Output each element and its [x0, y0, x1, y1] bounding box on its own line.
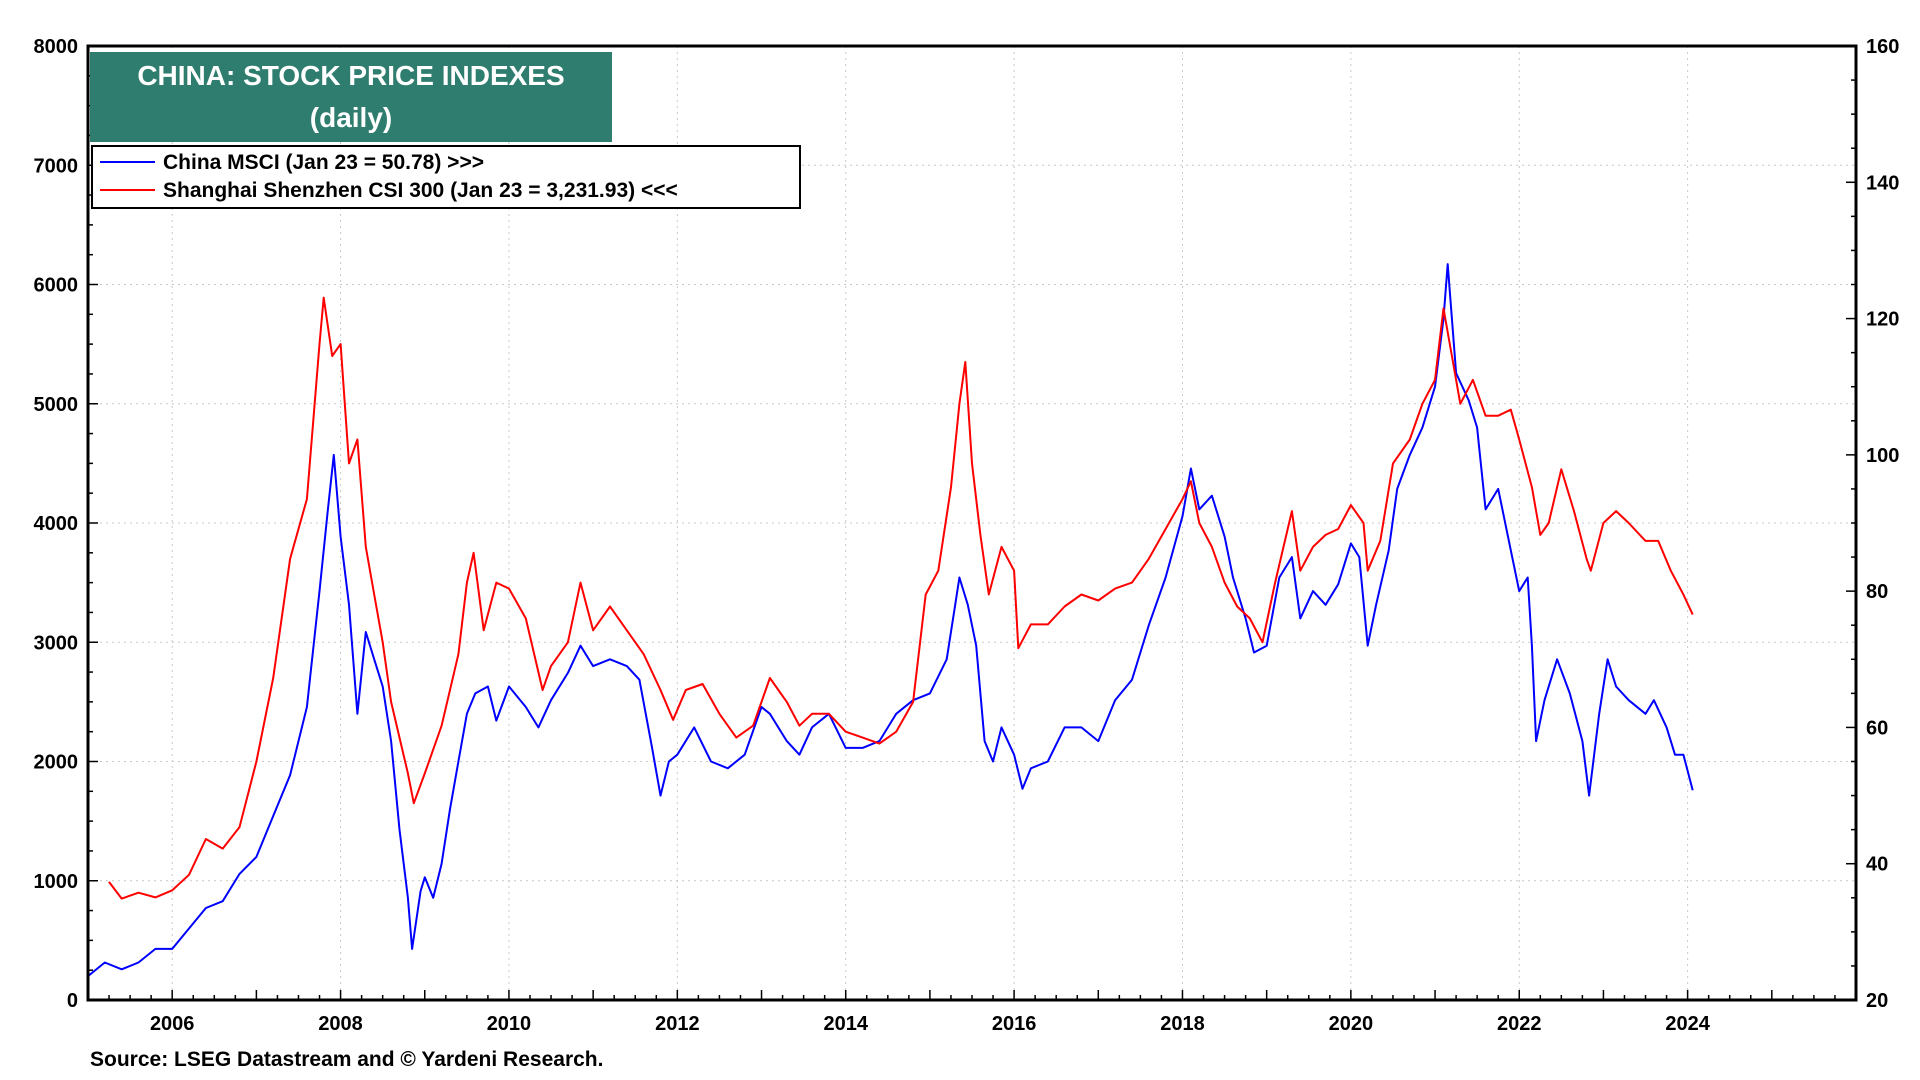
- right-tick-label: 160: [1866, 36, 1899, 58]
- source-note: Source: LSEG Datastream and © Yardeni Re…: [90, 1048, 603, 1071]
- right-tick-label: 100: [1866, 445, 1899, 467]
- series-line-csi: [108, 296, 1694, 900]
- left-tick-label: 4000: [34, 513, 79, 535]
- x-tick-label: 2012: [655, 1013, 700, 1035]
- x-tick-label: 2022: [1497, 1013, 1542, 1035]
- series-line-msci: [87, 263, 1694, 977]
- legend-label-csi: Shanghai Shenzhen CSI 300 (Jan 23 = 3,23…: [163, 179, 678, 202]
- x-tick-label: 2024: [1665, 1013, 1710, 1035]
- series-lines: [87, 263, 1694, 977]
- right-tick-label: 80: [1866, 581, 1888, 603]
- right-tick-label: 20: [1866, 990, 1888, 1012]
- left-axis-labels: 0 1000 2000 3000 4000 5000 6000 7000 8000: [34, 36, 79, 1012]
- title-box: CHINA: STOCK PRICE INDEXES (daily): [90, 52, 612, 142]
- chart-subtitle: (daily): [310, 102, 392, 133]
- left-tick-label: 1000: [34, 871, 79, 893]
- x-tick-label: 2016: [992, 1013, 1037, 1035]
- left-tick-label: 2000: [34, 752, 79, 774]
- legend-box: [91, 145, 801, 209]
- right-tick-label: 60: [1866, 717, 1888, 739]
- right-tick-label: 140: [1866, 172, 1899, 194]
- right-tick-label: 40: [1866, 854, 1888, 876]
- title-background: [90, 52, 612, 142]
- x-tick-label: 2010: [487, 1013, 532, 1035]
- x-axis-labels: 2006 2008 2010 2012 2014 2016 2018 2020 2022 2024: [150, 1013, 1711, 1035]
- right-tick-label: 120: [1866, 309, 1899, 331]
- left-tick-label: 7000: [34, 155, 79, 177]
- left-tick-label: 5000: [34, 394, 79, 416]
- right-axis-labels: 20 40 60 80 100 120 140 160: [1866, 36, 1899, 1012]
- x-tick-label: 2008: [318, 1013, 363, 1035]
- x-tick-label: 2018: [1160, 1013, 1205, 1035]
- left-tick-label: 8000: [34, 36, 79, 58]
- left-tick-label: 6000: [34, 275, 79, 297]
- chart-title: CHINA: STOCK PRICE INDEXES: [137, 60, 564, 91]
- x-tick-label: 2014: [823, 1013, 868, 1035]
- x-tick-label: 2006: [150, 1013, 195, 1035]
- left-tick-label: 3000: [34, 632, 79, 654]
- legend: China MSCI (Jan 23 = 50.78) >>> Shanghai…: [91, 145, 801, 209]
- x-tick-label: 2020: [1329, 1013, 1374, 1035]
- legend-label-msci: China MSCI (Jan 23 = 50.78) >>>: [163, 151, 484, 174]
- left-tick-label: 0: [67, 990, 78, 1012]
